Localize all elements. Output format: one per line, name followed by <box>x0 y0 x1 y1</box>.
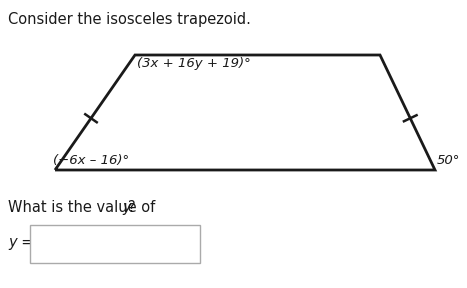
Text: (3x + 16y + 19)°: (3x + 16y + 19)° <box>137 57 251 70</box>
Text: What is the value of: What is the value of <box>8 200 160 215</box>
Text: y: y <box>123 200 131 215</box>
Text: 50°: 50° <box>437 154 460 167</box>
Text: ?: ? <box>128 200 136 215</box>
Text: Consider the isosceles trapezoid.: Consider the isosceles trapezoid. <box>8 12 251 27</box>
Bar <box>30 225 200 263</box>
Text: (−6x – 16)°: (−6x – 16)° <box>53 154 129 167</box>
Text: y =: y = <box>8 235 34 250</box>
